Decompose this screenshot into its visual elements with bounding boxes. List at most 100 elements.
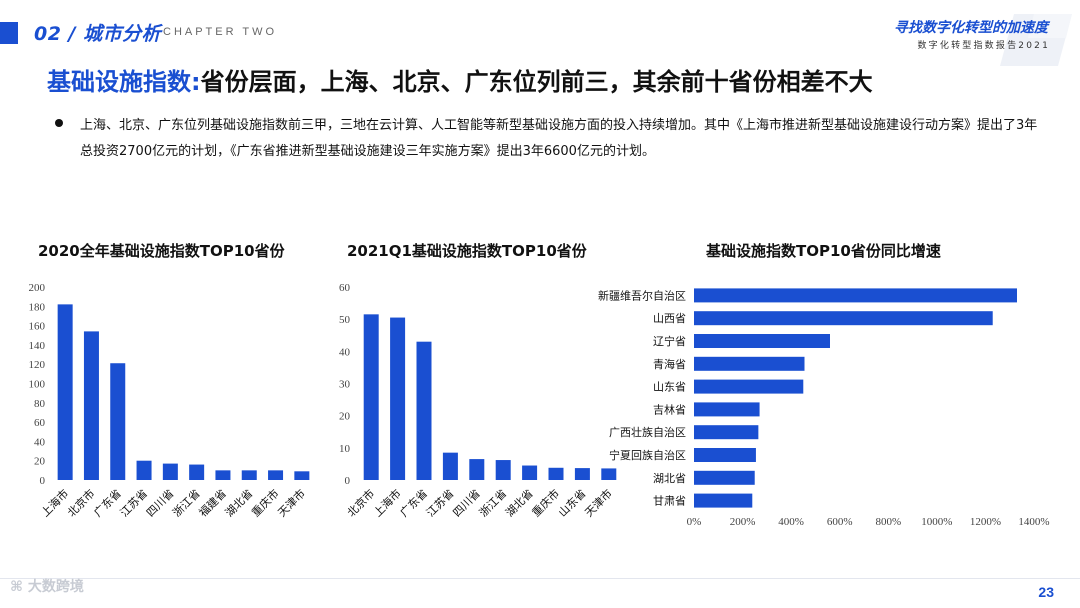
chart1-bar-0	[57, 304, 73, 480]
chart2-title: 2021Q1基础设施指数TOP10省份	[347, 242, 587, 260]
chart2-bar-3	[442, 452, 458, 480]
chart1-title: 2020全年基础设施指数TOP10省份	[38, 242, 285, 260]
chart3-bar-0	[694, 288, 1017, 303]
footer-logo-text: 大数跨境	[27, 579, 84, 595]
section-title: 02 / 城市分析	[34, 23, 162, 45]
chart-2020-infrastructure: 0 20 40 60 80 100 120 140 160 180 200 上海市北京市广东省江苏省四…	[29, 282, 310, 520]
chart3-ylabel-8: 湖北省	[653, 472, 686, 485]
chart3-bar-6	[694, 425, 759, 440]
chart1-bar-2	[110, 363, 126, 480]
chart1-ytick-9: 180	[29, 301, 46, 313]
chart1-ytick-1: 20	[34, 456, 46, 468]
chart2-ytick-0: 0	[345, 475, 351, 487]
chart3-bar-7	[694, 448, 756, 462]
bullet-text: 上海、北京、广东位列基础设施指数前三甲，三地在云计算、人工智能等新型基础设施方面…	[80, 118, 1038, 159]
chart2-ytick-1: 10	[339, 443, 351, 455]
chart-2021q1-infrastructure: 0102030405060北京市上海市广东省江苏省四川省浙江省湖北省重庆市山东省…	[339, 282, 617, 520]
chart2-ytick-6: 60	[339, 282, 351, 294]
brand-subtitle: 数字化转型指数报告2021	[917, 41, 1050, 51]
chart-growth-rate: 0% 200% 400% 600% 800% 1000% 1200% 1400% 新疆维吾尔自治…	[598, 288, 1050, 528]
chart2-bar-4	[469, 459, 485, 480]
chart3-bar-1	[694, 311, 993, 326]
chart2-xlabel-4: 四川省	[450, 487, 483, 520]
chart1-xlabel-6: 福建省	[196, 486, 229, 519]
chart1-xlabel-3: 江苏省	[118, 487, 151, 520]
chart3-bar-2	[694, 334, 830, 348]
bullet-dot-icon	[55, 119, 63, 127]
chart2-xlabel-7: 重庆市	[529, 486, 562, 519]
headline-prefix: 基础设施指数:	[47, 68, 201, 96]
watermark-icon: ⌘	[10, 579, 28, 595]
chart1-bar-8	[268, 470, 284, 480]
chart2-bar-2	[416, 341, 432, 480]
chart2-xlabel-1: 上海市	[370, 486, 403, 519]
chart1-xlabel-2: 广东省	[91, 487, 124, 520]
chart1-xlabel-0: 上海市	[38, 486, 71, 519]
chart2-bar-6	[522, 465, 538, 480]
chart1-bar-9	[294, 471, 310, 480]
chart2-xlabel-0: 北京市	[344, 486, 377, 519]
chart2-bar-8	[574, 468, 590, 480]
chart3-ylabel-4: 山东省	[653, 381, 686, 394]
chart1-bar-7	[241, 470, 257, 480]
chart3-xtick-2: 400%	[778, 516, 804, 528]
chart1-xlabel-4: 四川省	[144, 487, 177, 520]
chart3-ylabel-1: 山西省	[653, 312, 686, 325]
chart3-xtick-7: 1400%	[1018, 516, 1049, 528]
chart2-ytick-4: 40	[339, 346, 351, 358]
chart3-ylabel-9: 甘肃省	[653, 495, 686, 508]
chart2-bar-5	[495, 460, 511, 480]
slide-headline: 基础设施指数:省份层面，上海、北京、广东位列前三，其余前十省份相差不大	[47, 62, 873, 97]
chart2-xlabel-5: 浙江省	[477, 487, 510, 520]
chart1-ytick-4: 80	[34, 398, 46, 410]
chart1-bar-4	[162, 463, 178, 480]
chart3-xtick-1: 200%	[730, 516, 756, 528]
chart1-bar-1	[83, 331, 99, 480]
chart1-ytick-7: 140	[29, 340, 46, 352]
footer-divider	[0, 578, 1080, 579]
chart1-ytick-5: 100	[29, 379, 46, 391]
chart1-ytick-8: 160	[29, 321, 46, 333]
footer-watermark-logo: ⌘ 大数跨境	[10, 576, 84, 596]
chart3-ylabel-2: 辽宁省	[653, 334, 686, 348]
chart1-bar-3	[136, 460, 152, 480]
header-accent-bar	[0, 22, 18, 44]
chart2-bar-1	[390, 317, 406, 480]
page-number: 23	[1038, 584, 1054, 600]
chart3-ylabel-7: 宁夏回族自治区	[609, 448, 686, 462]
chart2-bar-9	[601, 468, 617, 480]
chart3-xtick-6: 1200%	[970, 516, 1001, 528]
chart3-ylabel-0: 新疆维吾尔自治区	[598, 288, 686, 302]
chart3-title: 基础设施指数TOP10省份同比增速	[706, 242, 941, 260]
chart3-xtick-4: 800%	[875, 516, 901, 528]
chart3-bar-9	[694, 493, 753, 508]
chart2-xlabel-2: 广东省	[398, 487, 431, 520]
chart2-xlabel-3: 江苏省	[424, 487, 457, 520]
chart1-bar-5	[189, 464, 205, 480]
chart3-ylabel-5: 吉林省	[653, 402, 686, 416]
chapter-label: CHAPTER TWO	[163, 26, 278, 38]
chart1-ytick-3: 60	[34, 417, 46, 429]
chart2-bar-7	[548, 467, 564, 480]
chart1-xlabel-7: 湖北省	[223, 487, 256, 520]
chart3-bar-8	[694, 470, 755, 485]
chart3-xtick-3: 600%	[827, 516, 853, 528]
chart3-bar-5	[694, 402, 760, 417]
chart3-bar-4	[694, 379, 804, 394]
chart1-ytick-2: 40	[34, 436, 46, 448]
chart1-xlabel-9: 天津市	[275, 486, 308, 519]
chart3-xtick-5: 1000%	[921, 516, 952, 528]
chart2-xlabel-6: 湖北省	[503, 487, 536, 520]
chart2-ytick-5: 50	[339, 314, 351, 326]
chart3-xtick-0: 0%	[687, 516, 702, 528]
chart2-ytick-3: 30	[339, 379, 351, 391]
chart1-bar-6	[215, 470, 231, 480]
chart2-ytick-2: 20	[339, 411, 351, 423]
chart1-xlabel-1: 北京市	[64, 486, 97, 519]
chart3-ylabel-3: 青海省	[653, 357, 686, 371]
brand-logo-icon	[1000, 14, 1072, 66]
chart1-ytick-6: 120	[29, 359, 46, 371]
chart2-bar-0	[363, 314, 379, 480]
chart3-bar-3	[694, 356, 805, 371]
headline-rest: 省份层面，上海、北京、广东位列前三，其余前十省份相差不大	[200, 68, 873, 96]
